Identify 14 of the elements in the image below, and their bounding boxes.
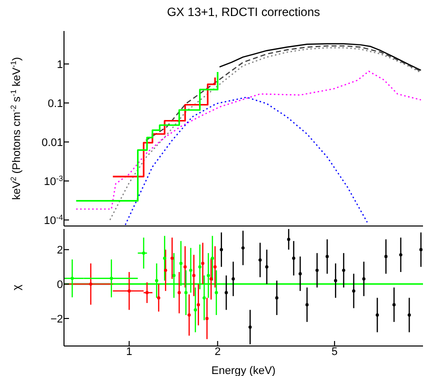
y-tick-label: 10$^{-3}$ (44, 173, 63, 188)
chart-title: GX 13+1, RDCTI corrections (166, 5, 322, 19)
y-tick-label: −2 (50, 313, 63, 326)
y-tick-label: 10$^{-4}$ (44, 212, 64, 227)
y-tick-label: 1 (56, 58, 63, 71)
y-tick-label: 0.1 (48, 98, 63, 110)
x-tick-label: 2 (214, 346, 221, 358)
x-tick-label: 5 (331, 346, 338, 358)
y-tick-label: 0 (56, 279, 63, 292)
y-tick-label: 0.01 (42, 136, 63, 149)
x-axis-title: Energy (keV) (211, 365, 276, 376)
x-tick-label: 1 (126, 346, 132, 358)
y-axis-title: χ (11, 284, 23, 290)
y-tick-label: 2 (56, 244, 63, 257)
